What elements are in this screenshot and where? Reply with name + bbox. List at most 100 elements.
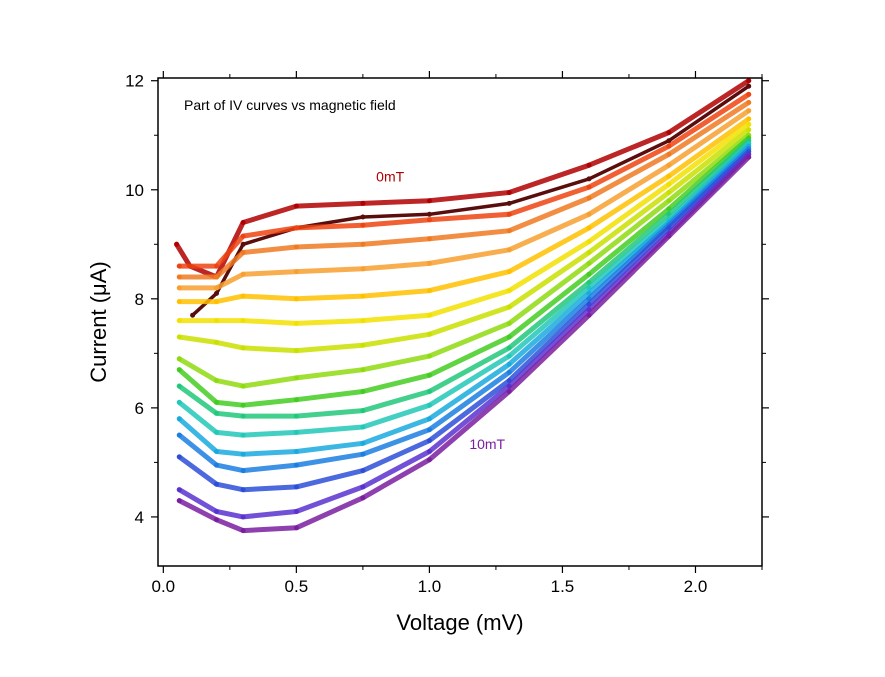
data-point (176, 318, 182, 324)
data-point (214, 285, 219, 291)
data-point (506, 334, 512, 340)
data-point (746, 121, 752, 127)
data-point (506, 200, 512, 206)
data-point (666, 162, 672, 168)
x-tick-label: 2.0 (684, 577, 708, 596)
data-point (293, 397, 299, 403)
data-point (586, 195, 592, 201)
data-point (360, 468, 366, 474)
series-points (176, 132, 752, 389)
series-line (176, 132, 752, 389)
series-points (176, 100, 752, 280)
data-point (214, 318, 219, 324)
data-point (214, 263, 219, 269)
data-point (240, 383, 246, 389)
data-point (586, 184, 592, 190)
data-point (293, 348, 299, 354)
data-point (506, 190, 512, 195)
data-point (506, 369, 512, 375)
data-point (586, 239, 592, 245)
series-points (176, 121, 752, 326)
data-point (240, 345, 246, 351)
data-point (240, 514, 246, 520)
data-point (666, 190, 672, 195)
data-point (293, 269, 299, 275)
data-point (746, 108, 752, 114)
data-point (746, 116, 752, 122)
ticks-layer: 0.0 0.5 1.0 1.5 2.0 4 6 8 10 12 (125, 71, 769, 596)
data-point (426, 236, 432, 242)
data-point (360, 451, 366, 457)
y-tick-label: 12 (125, 72, 144, 91)
data-point (360, 367, 366, 373)
data-point (214, 481, 219, 487)
data-point (293, 525, 299, 531)
data-point (666, 181, 672, 187)
data-point (293, 484, 299, 490)
data-point (176, 454, 182, 460)
x-tick-label: 0.0 (152, 577, 176, 596)
data-point (176, 334, 182, 340)
data-point (426, 457, 432, 463)
data-point (360, 495, 366, 501)
data-point (586, 176, 592, 182)
data-point (426, 217, 432, 223)
data-point (426, 353, 432, 359)
data-point (426, 198, 432, 204)
data-point (506, 288, 512, 294)
y-tick-label: 8 (135, 290, 144, 309)
data-point (360, 484, 366, 490)
series-points (176, 116, 752, 305)
series-line (176, 140, 752, 438)
data-point (666, 143, 672, 149)
annotation-label: 0mT (376, 169, 404, 185)
data-point (240, 402, 246, 408)
y-tick-label: 6 (135, 399, 144, 418)
series-line (176, 91, 752, 269)
data-point (746, 127, 752, 133)
data-point (240, 293, 246, 299)
x-axis-title: Voltage (mV) (396, 610, 523, 635)
data-point (666, 233, 672, 239)
series-line (176, 138, 752, 419)
data-point (214, 429, 219, 435)
data-point (586, 250, 592, 255)
data-point (214, 509, 219, 514)
data-point (506, 304, 512, 310)
data-point (666, 130, 672, 135)
data-point (426, 427, 432, 433)
series-line (176, 154, 752, 534)
data-point (293, 375, 299, 381)
series-line (176, 121, 752, 326)
data-point (293, 449, 299, 454)
data-point (240, 250, 246, 255)
data-point (360, 440, 366, 446)
data-point (506, 361, 512, 367)
data-point (586, 225, 592, 231)
data-point (426, 312, 432, 318)
x-tick-label: 0.5 (285, 577, 309, 596)
data-point (174, 241, 180, 247)
data-point (506, 211, 512, 217)
series-line (176, 116, 752, 305)
y-tick-label: 4 (135, 508, 144, 527)
data-point (240, 468, 246, 474)
data-point (426, 260, 432, 266)
series-points (176, 151, 752, 520)
data-point (176, 299, 182, 305)
data-point (293, 413, 299, 419)
data-point (586, 260, 592, 266)
data-point (176, 356, 182, 362)
series-line (176, 108, 752, 291)
data-point (506, 353, 512, 359)
data-point (176, 285, 182, 291)
data-point (360, 389, 366, 394)
data-point (360, 318, 366, 324)
data-point (214, 339, 219, 345)
data-point (293, 429, 299, 435)
series-line (176, 143, 752, 457)
data-point (426, 402, 432, 408)
data-point (666, 173, 672, 179)
data-point (240, 241, 246, 247)
